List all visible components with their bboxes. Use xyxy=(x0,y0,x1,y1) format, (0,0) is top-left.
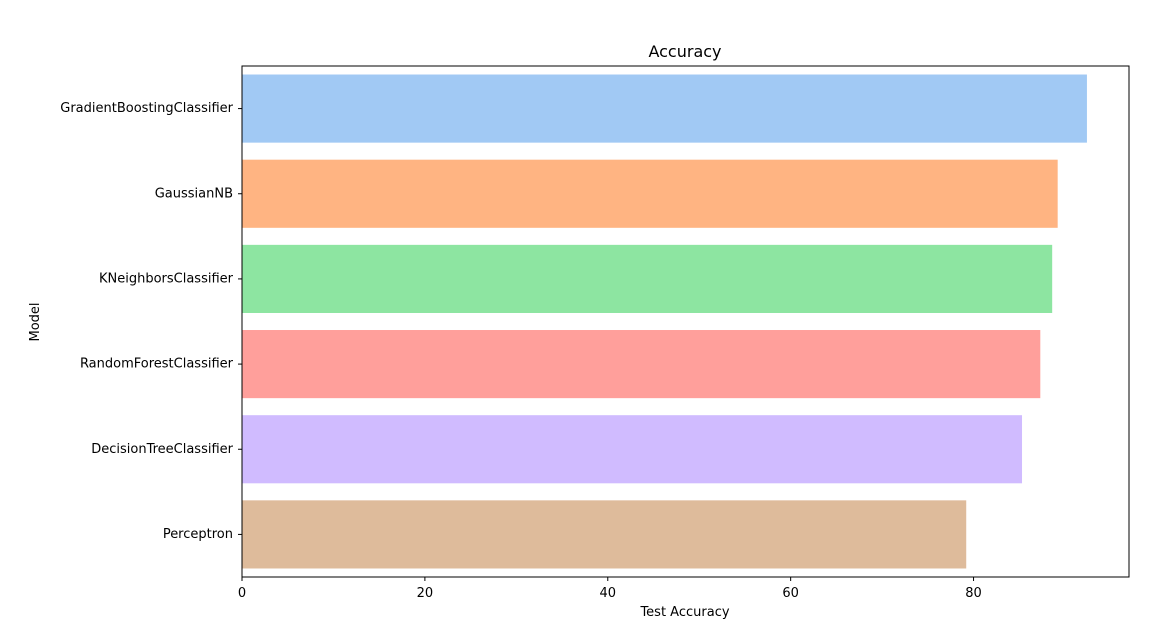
y-tick-label-randomforestclassifier: RandomForestClassifier xyxy=(80,357,234,372)
x-tick-label: 20 xyxy=(417,586,434,601)
y-tick-label-gaussiannb: GaussianNB xyxy=(155,186,233,201)
chart-title: Accuracy xyxy=(648,42,721,61)
bar-gaussiannb xyxy=(242,159,1058,228)
bar-perceptron xyxy=(242,500,967,569)
bar-gradientboostingclassifier xyxy=(242,74,1087,143)
bar-kneighborsclassifier xyxy=(242,244,1053,313)
x-tick-label: 80 xyxy=(965,586,982,601)
x-tick-label: 40 xyxy=(599,586,616,601)
y-tick-label-kneighborsclassifier: KNeighborsClassifier xyxy=(99,271,234,286)
bar-randomforestclassifier xyxy=(242,330,1041,399)
bars-layer xyxy=(242,74,1087,569)
x-ticks-layer: 0 20 40 60 80 xyxy=(238,577,982,601)
y-tick-label-decisiontreeclassifier: DecisionTreeClassifier xyxy=(91,442,233,457)
x-tick-label: 60 xyxy=(782,586,799,601)
plot-frame xyxy=(241,65,1130,578)
y-tick-label-gradientboostingclassifier: GradientBoostingClassifier xyxy=(60,101,233,116)
bar-decisiontreeclassifier xyxy=(242,415,1023,484)
y-ticks-layer: GradientBoostingClassifier GaussianNB KNei… xyxy=(60,101,242,542)
y-axis-label: Model xyxy=(28,302,43,341)
x-axis-label: Test Accuracy xyxy=(639,605,729,620)
y-tick-label-perceptron: Perceptron xyxy=(163,527,233,542)
x-tick-label: 0 xyxy=(238,586,246,601)
